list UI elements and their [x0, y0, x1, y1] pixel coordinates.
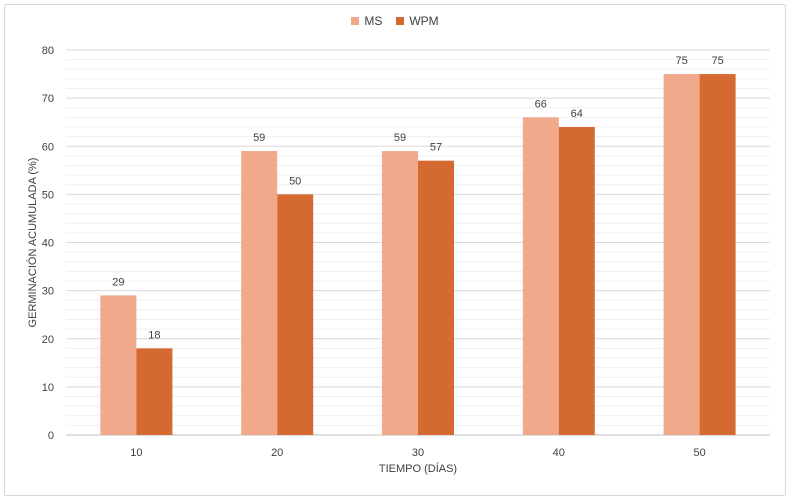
- legend-item-ms: MS: [351, 14, 382, 28]
- y-tick-label: 30: [42, 286, 54, 298]
- data-label-wpm-20: 50: [289, 175, 301, 187]
- bar-ms-50: [663, 74, 700, 435]
- y-tick-label: 50: [42, 189, 54, 201]
- legend-swatch-ms: [351, 17, 360, 25]
- legend-item-wpm: WPM: [396, 14, 439, 28]
- bar-wpm-30: [418, 160, 454, 435]
- y-tick-label: 80: [42, 45, 54, 57]
- data-label-ms-40: 66: [535, 98, 547, 110]
- x-axis-title: TIEMPO (DÍAS): [379, 462, 457, 475]
- y-tick-label: 20: [42, 334, 54, 346]
- x-tick-label: 30: [412, 447, 424, 459]
- legend-swatch-wpm: [396, 17, 405, 25]
- data-label-ms-10: 29: [112, 276, 124, 288]
- bar-ms-10: [100, 295, 137, 435]
- data-label-wpm-10: 18: [148, 329, 160, 341]
- bar-ms-40: [522, 117, 559, 435]
- data-labels: 29 18 59 50 59 57 66 64 75 75: [112, 55, 723, 341]
- data-label-wpm-30: 57: [430, 142, 442, 154]
- data-label-wpm-40: 64: [571, 108, 583, 120]
- y-axis: 0 10 20 30 40 50 60 70 80: [42, 45, 54, 442]
- y-tick-label: 40: [42, 238, 54, 250]
- x-axis: 10 20 30 40 50: [130, 447, 705, 459]
- bar-wpm-20: [277, 194, 314, 435]
- y-axis-title: GERMINACIÓN ACUMULADA (%): [26, 158, 39, 328]
- data-label-ms-20: 59: [253, 132, 265, 144]
- data-label-wpm-50: 75: [711, 55, 723, 67]
- data-label-ms-30: 59: [394, 132, 406, 144]
- legend-label-ms: MS: [364, 14, 383, 28]
- x-tick-label: 50: [693, 447, 705, 459]
- x-tick-label: 20: [271, 447, 283, 459]
- chart-legend: MS WPM: [0, 14, 790, 28]
- bar-ms-30: [382, 151, 418, 435]
- y-tick-label: 10: [42, 382, 54, 394]
- bar-ms-20: [241, 151, 278, 435]
- y-tick-label: 70: [42, 93, 54, 105]
- bar-wpm-10: [136, 348, 173, 435]
- x-tick-label: 10: [130, 447, 142, 459]
- x-tick-label: 40: [553, 447, 565, 459]
- bars: [100, 74, 736, 435]
- bar-wpm-40: [558, 127, 595, 435]
- bar-wpm-50: [699, 74, 736, 435]
- y-tick-label: 0: [48, 430, 54, 442]
- y-tick-label: 60: [42, 141, 54, 153]
- data-label-ms-50: 75: [675, 55, 687, 67]
- legend-label-wpm: WPM: [409, 14, 439, 28]
